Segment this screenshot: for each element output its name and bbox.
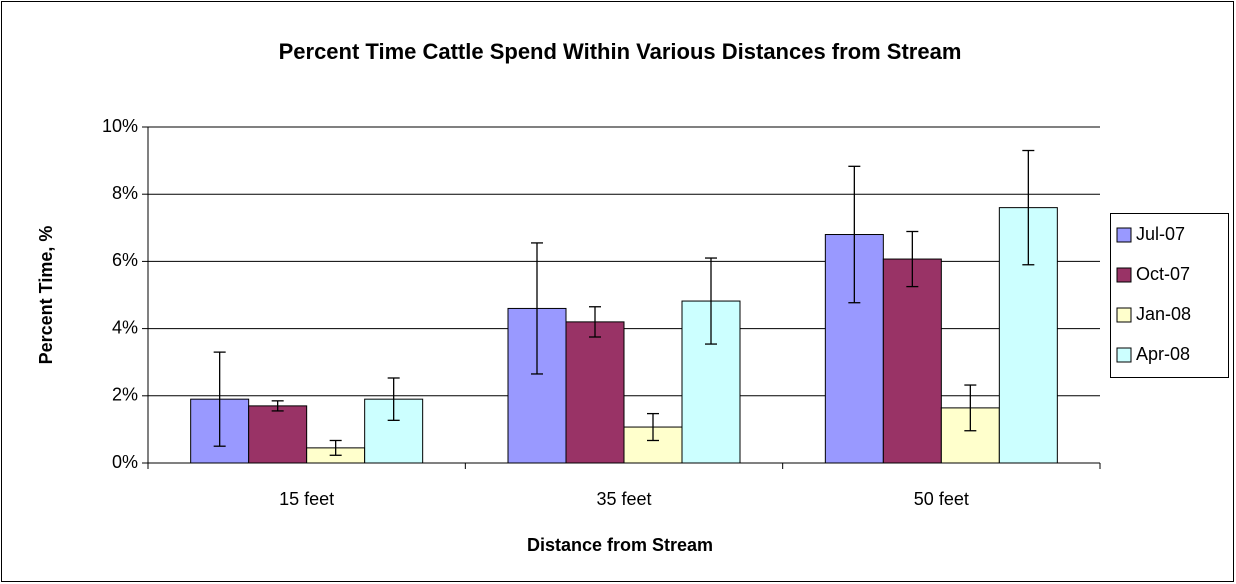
legend-label: Apr-08: [1136, 344, 1190, 364]
error-bar: [531, 242, 543, 375]
legend-label: Jul-07: [1136, 224, 1185, 244]
x-axis-title: Distance from Stream: [527, 535, 713, 555]
error-bar: [705, 257, 717, 345]
x-tick-label: 35 feet: [596, 489, 651, 509]
bar: [882, 258, 942, 464]
y-tick-label: 8%: [112, 183, 138, 203]
y-tick-label: 6%: [112, 250, 138, 270]
y-tick-label: 4%: [112, 317, 138, 337]
error-bar: [964, 384, 977, 432]
y-tick-label: 2%: [112, 385, 138, 405]
error-bar: [1022, 149, 1035, 266]
error-bar: [329, 439, 342, 456]
legend-swatch: [1116, 347, 1132, 363]
bar: [565, 321, 625, 464]
y-tick-label: 0%: [112, 452, 138, 472]
x-tick-label: 50 feet: [914, 489, 969, 509]
error-bar: [848, 165, 861, 304]
legend-swatch: [1116, 227, 1132, 243]
legend-label: Oct-07: [1136, 264, 1190, 284]
x-tick-label: 15 feet: [279, 489, 334, 509]
error-bar: [906, 230, 919, 288]
legend-swatch: [1116, 307, 1132, 323]
error-bar: [271, 400, 284, 412]
error-bar: [647, 412, 659, 442]
y-axis-title: Percent Time, %: [36, 226, 56, 365]
error-bar: [589, 306, 601, 338]
chart-title: Percent Time Cattle Spend Within Various…: [279, 39, 962, 64]
legend-swatch: [1116, 267, 1132, 283]
bar: [248, 405, 308, 464]
error-bar: [213, 351, 226, 447]
legend-label: Jan-08: [1136, 304, 1191, 324]
error-bar: [387, 377, 400, 421]
y-tick-label: 10%: [102, 116, 138, 136]
